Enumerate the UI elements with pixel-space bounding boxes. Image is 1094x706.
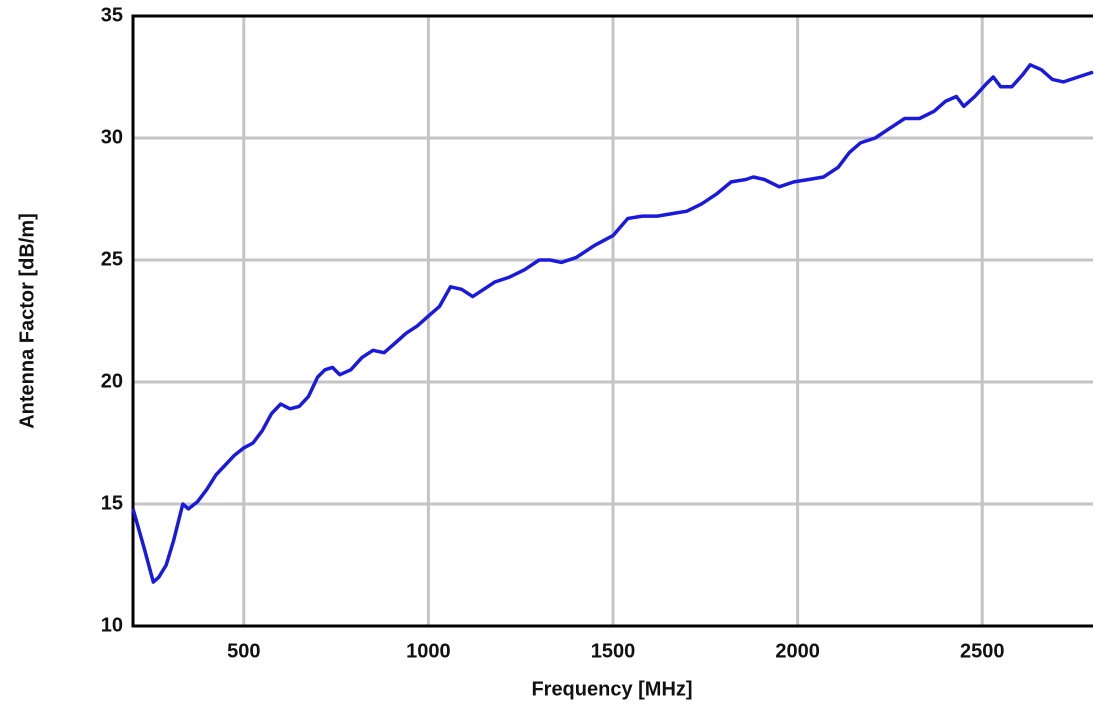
x-tick-label: 1500 [591, 640, 636, 662]
x-axis-label: Frequency [MHz] [531, 678, 692, 700]
x-tick-label: 2500 [960, 640, 1005, 662]
y-tick-label: 15 [101, 492, 123, 514]
data-line [131, 63, 1094, 584]
axes-frame [131, 14, 1093, 628]
y-tick-label: 10 [101, 614, 123, 636]
y-tick-label: 20 [101, 370, 123, 392]
x-tick-label: 500 [227, 640, 260, 662]
y-tick-label: 25 [101, 248, 123, 270]
x-tick-label: 1000 [406, 640, 451, 662]
y-axis-label: Antenna Factor [dB/m] [16, 213, 38, 429]
y-tick-label: 35 [101, 4, 123, 26]
x-tick-label: 2000 [775, 640, 820, 662]
y-tick-label: 30 [101, 126, 123, 148]
